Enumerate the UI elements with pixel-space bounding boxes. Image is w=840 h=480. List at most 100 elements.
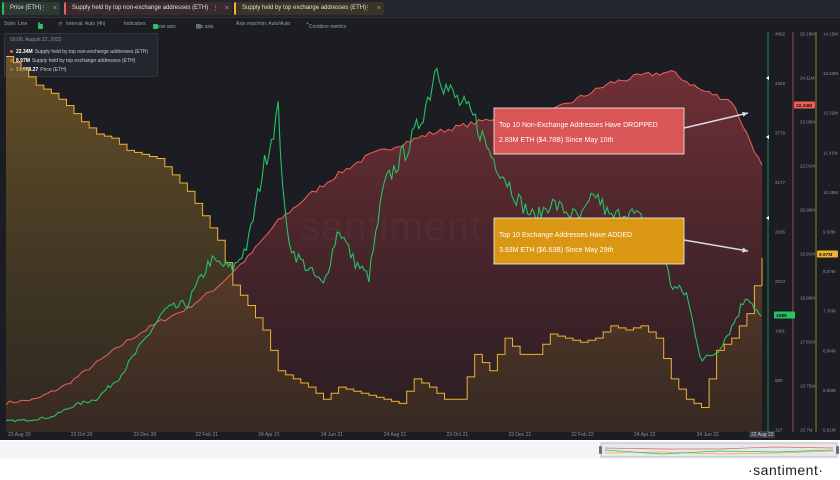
checkbox-icon[interactable] <box>153 24 158 29</box>
exchange-tick-label: 9.58M <box>823 230 836 235</box>
annotation-arrow <box>683 112 749 129</box>
annotation-arrow <box>683 239 749 252</box>
more-icon[interactable]: ⋮ <box>212 5 219 12</box>
exchange-tick-label: 8.67M <box>823 269 836 274</box>
non-exchange-line <box>5 69 763 405</box>
tab-price[interactable]: Price (ETH) ⋮ × <box>2 2 60 15</box>
tooltip-value: 8.97M <box>16 58 30 64</box>
tooltip-row-non-exchange: 22.34M Supply held by top non-exchange ad… <box>10 49 148 55</box>
annotation-arrowhead <box>742 111 748 117</box>
x-tick-label: 22 Feb 21 <box>195 432 218 438</box>
price-tick-label: 4329 <box>775 81 786 86</box>
x-tick-label: 24 Apr 22 <box>634 432 656 438</box>
x-tick-label: 24 Jun 22 <box>697 432 719 438</box>
annotation-line-1: Top 10 Non-Exchange Addresses Have DROPP… <box>499 122 658 129</box>
non_exchange-tick-label: 18.86M <box>800 296 815 301</box>
indicators-button[interactable]: Indicators <box>124 21 146 27</box>
pin-axis-label: Pin axis <box>196 24 214 30</box>
exchange-tick-label: 14.15M <box>823 32 838 37</box>
exchange-tick-label: 6.84M <box>823 348 836 353</box>
exchange-tick-label: 5.01M <box>823 428 836 433</box>
close-icon[interactable]: × <box>224 5 229 12</box>
price-current-value: 1589 <box>776 313 787 319</box>
non_exchange-tick-label: 20.96M <box>800 208 815 213</box>
tab-exchange-label: Supply held by top exchange addresses (E… <box>242 5 367 11</box>
x-end-label-bg <box>749 431 775 438</box>
price-current-badge <box>774 311 795 319</box>
price-line <box>5 67 762 423</box>
axis-max-min-selector[interactable]: Axis max/min: Auto/Auto <box>236 21 291 27</box>
non_exchange-tick-label: 19.91M <box>800 252 815 257</box>
exchange-tick-label: 12.32M <box>823 111 838 116</box>
tab-non-exchange-label: Supply held by top non-exchange addresse… <box>72 5 209 11</box>
navigator-series <box>604 449 834 455</box>
exchange-tick-label: 5.93M <box>823 388 836 393</box>
exchange-line <box>6 56 763 408</box>
exchange-tick-label: 13.23M <box>823 71 838 76</box>
non_exchange-tick-label: 22.01M <box>800 164 815 169</box>
interval-selector[interactable]: Interval: Auto (4h) <box>66 21 106 27</box>
navigator-selection <box>600 442 838 458</box>
x-tick-label: 23 Oct 20 <box>71 432 93 438</box>
navigator-handle-left <box>599 446 602 454</box>
annotation-line-2: 2.83M ETH ($4.78B) Since May 10th <box>499 137 613 144</box>
x-tick-label: 24 Apr 21 <box>258 432 280 438</box>
navigator-series <box>604 446 834 450</box>
x-tick-label: 24 Aug 21 <box>384 432 407 438</box>
price-tick-label: 3177 <box>775 180 786 185</box>
annotation-box <box>493 217 685 265</box>
combine-metrics-button[interactable]: + Combine metrics <box>306 21 347 30</box>
tooltip-label: Supply held by top non-exchange addresse… <box>34 49 149 55</box>
exchange-tick-label: 7.76M <box>823 309 836 314</box>
axis-marker-icon <box>766 135 769 139</box>
tab-exchange-supply[interactable]: Supply held by top exchange addresses (E… <box>234 2 384 15</box>
tooltip-date: 00:00, August 22, 2022 <box>10 37 62 43</box>
price-tick-label: 3776 <box>775 131 786 136</box>
tooltip-label: Supply held by top exchange addresses (E… <box>31 58 136 64</box>
non_exchange-tick-label: 16.75M <box>800 384 815 389</box>
exchange-current-value: 8.97M <box>819 252 832 258</box>
color-swatch[interactable]: ▾ <box>38 21 43 29</box>
tooltip-label: Price (ETH) <box>40 67 67 73</box>
checkbox-icon[interactable] <box>196 24 201 29</box>
exchange-current-badge <box>817 250 838 258</box>
close-icon[interactable]: × <box>52 5 57 12</box>
x-tick-label: 23 Dec 21 <box>508 432 531 438</box>
price-tick-label: 2023 <box>775 279 786 284</box>
x-end-label: 22 Aug 22 <box>751 432 774 438</box>
x-tick-label: 23 Aug 20 <box>8 432 31 438</box>
more-icon[interactable]: ⋮ <box>40 5 47 12</box>
axis-marker-icon <box>766 216 769 220</box>
price-tick-label: 1451 <box>775 329 786 334</box>
close-icon[interactable]: × <box>376 5 381 12</box>
x-tick-label: 22 Feb 22 <box>571 432 594 438</box>
price-tick-label: 880 <box>775 378 783 383</box>
non_exchange-current-value: 22.34M <box>796 103 812 109</box>
price-tick-label: 327 <box>775 428 783 433</box>
non_exchange-tick-label: 15.7M <box>800 428 813 433</box>
price-tick-label: 4882 <box>775 32 786 37</box>
annotation-line-2: 3.93M ETH ($6.63B) Since May 29th <box>499 247 613 254</box>
price-tick-label: 2605 <box>775 230 786 235</box>
non_exchange-tick-label: 24.11M <box>800 76 815 81</box>
exchange-tick-label: 10.49M <box>823 190 838 195</box>
exchange-tick-label: 11.41M <box>823 150 838 155</box>
x-tick-label: 24 Jun 21 <box>321 432 343 438</box>
show-axis-label: Show axis <box>153 24 176 30</box>
style-selector[interactable]: Style: Line <box>4 21 28 27</box>
annotation-arrowhead <box>742 247 748 253</box>
x-tick-label: 23 Dec 20 <box>133 432 156 438</box>
series-dot <box>10 50 13 54</box>
chart-tooltip: 00:00, August 22, 2022 22.34M Supply held… <box>4 33 158 77</box>
chart-toolbar: Style: Line ▾ ◷ Interval: Auto (4h) Indi… <box>0 18 380 30</box>
non_exchange-current-badge <box>794 101 815 109</box>
more-icon[interactable]: ⋮ <box>364 5 371 12</box>
metric-tabs: Price (ETH) ⋮ × Supply held by top non-e… <box>0 0 840 18</box>
axis-marker-icon <box>766 76 769 80</box>
annotation-line-1: Top 10 Exchange Addresses Have ADDED <box>499 232 632 239</box>
annotation-box <box>493 107 685 155</box>
tab-non-exchange-supply[interactable]: Supply held by top non-exchange addresse… <box>64 2 232 15</box>
non_exchange-tick-label: 17.81M <box>800 340 815 345</box>
tooltip-value: 22.34M <box>16 49 33 55</box>
